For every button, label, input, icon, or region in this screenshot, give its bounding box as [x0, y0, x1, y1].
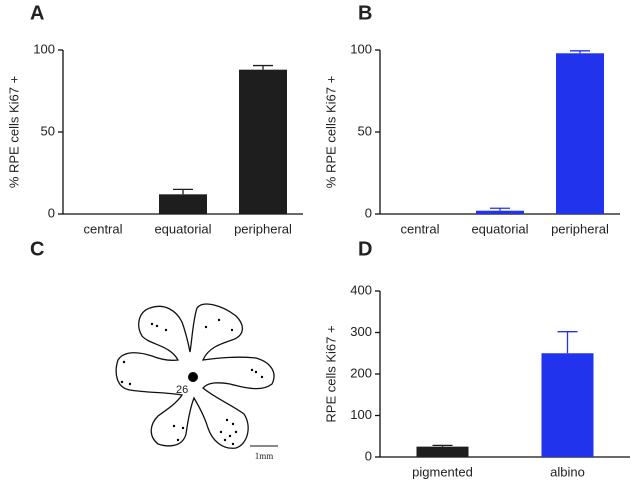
y-tick-label: 0	[365, 205, 372, 220]
y-tick-label: 100	[33, 41, 55, 56]
y-tick-label: 0	[365, 448, 372, 463]
bar	[239, 69, 287, 215]
y-tick-label: 100	[350, 407, 372, 422]
optic-disc	[188, 372, 198, 382]
y-tick-label: 0	[48, 205, 55, 220]
y-axis-label: % RPE cells Ki67 +	[6, 76, 21, 188]
x-tick-label: albino	[550, 464, 585, 479]
y-tick-label: 50	[41, 123, 55, 138]
retina-outline	[115, 303, 275, 449]
chart-panel: D 0 100 200 300 400 RPE cells Ki67 + pigmented a…	[323, 238, 630, 479]
bar	[541, 353, 594, 457]
y-tick-label: 100	[350, 41, 372, 56]
x-tick-label: central	[400, 221, 439, 236]
dots	[120, 318, 264, 446]
y-tick-label: 50	[358, 123, 372, 138]
y-tick-label: 200	[350, 365, 372, 380]
x-tick-label: central	[83, 221, 122, 236]
y-tick-label: 400	[350, 282, 372, 297]
x-tick-label: pigmented	[412, 464, 473, 479]
panel-letter: A	[30, 2, 44, 24]
x-tick-label: peripheral	[234, 221, 292, 236]
x-tick-label: peripheral	[551, 221, 609, 236]
bar	[159, 194, 207, 214]
bar	[556, 53, 604, 214]
x-tick-label: equatorial	[471, 221, 528, 236]
y-axis-label: RPE cells Ki67 +	[323, 325, 338, 422]
x-tick-label: equatorial	[154, 221, 211, 236]
bar	[476, 210, 524, 214]
scale-label: 1mm	[255, 451, 274, 461]
panel-letter: B	[358, 2, 372, 24]
count-label: 26	[176, 384, 188, 396]
panel-letter: D	[358, 238, 372, 260]
panel-letter: C	[30, 238, 44, 260]
bar	[416, 446, 469, 457]
y-axis-label: % RPE cells Ki67 +	[323, 76, 338, 188]
retina-diagram: C 26 1mm	[30, 238, 278, 461]
chart-panel: A 0 50 100 % RPE cells Ki67 + central equatori…	[6, 2, 303, 236]
y-tick-label: 300	[350, 324, 372, 339]
chart-panel: B 0 50 100 % RPE cells Ki67 + central equatori…	[323, 2, 620, 236]
